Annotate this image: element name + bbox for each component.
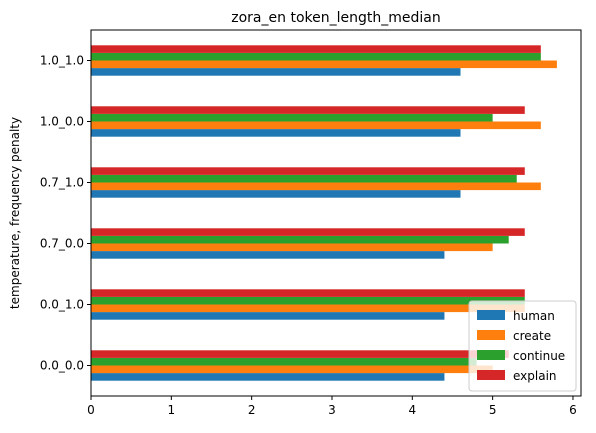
bar-create-1.0_1.0 xyxy=(91,60,557,69)
legend-swatch-continue xyxy=(477,350,505,360)
bar-explain-1.0_1.0 xyxy=(91,45,541,53)
bar-human-1.0_1.0 xyxy=(91,68,461,76)
legend-label-explain: explain xyxy=(513,369,557,383)
bar-create-1.0_0.0 xyxy=(91,121,541,130)
bar-create-0.7_0.0 xyxy=(91,243,493,252)
bar-create-0.0_0.0 xyxy=(91,365,493,374)
x-tick-label: 3 xyxy=(328,403,336,417)
y-tick-label: 0.7_0.0 xyxy=(40,237,84,251)
legend-swatch-create xyxy=(477,330,505,340)
x-tick-layer: 0 1 2 3 4 5 6 xyxy=(87,396,577,417)
bar-explain-0.7_0.0 xyxy=(91,228,525,236)
bar-human-0.0_0.0 xyxy=(91,373,445,381)
legend-label-continue: continue xyxy=(513,349,565,363)
x-tick-label: 2 xyxy=(248,403,256,417)
bar-create-0.7_1.0 xyxy=(91,182,541,191)
x-tick-label: 1 xyxy=(168,403,176,417)
bar-human-0.7_0.0 xyxy=(91,251,445,259)
legend-label-human: human xyxy=(513,309,555,323)
bar-human-1.0_0.0 xyxy=(91,129,461,137)
bar-explain-1.0_0.0 xyxy=(91,106,525,114)
bar-continue-0.7_1.0 xyxy=(91,174,517,183)
bar-human-0.0_1.0 xyxy=(91,312,445,320)
legend-box xyxy=(468,300,577,392)
y-axis-label: temperature, frequency penalty xyxy=(8,117,22,309)
legend-swatch-explain xyxy=(477,370,505,380)
y-tick-label: 0.0_1.0 xyxy=(40,298,84,312)
plot-frame xyxy=(90,29,582,397)
x-tick-label: 4 xyxy=(408,403,416,417)
legend: human create continue explain xyxy=(468,300,577,392)
bar-explain-0.7_1.0 xyxy=(91,167,525,175)
bars-layer xyxy=(91,45,557,381)
bar-continue-0.0_1.0 xyxy=(91,296,525,305)
x-tick-label: 0 xyxy=(87,403,95,417)
y-tick-label: 0.7_1.0 xyxy=(40,176,84,190)
bar-create-0.0_1.0 xyxy=(91,304,525,313)
x-tick-label: 5 xyxy=(489,403,497,417)
legend-swatch-human xyxy=(477,310,505,320)
y-tick-label: 1.0_0.0 xyxy=(40,115,84,129)
bar-continue-0.7_0.0 xyxy=(91,235,509,244)
x-tick-label: 6 xyxy=(569,403,577,417)
bar-continue-1.0_0.0 xyxy=(91,113,493,122)
chart-title: zora_en token_length_median xyxy=(231,10,440,26)
y-tick-label: 0.0_0.0 xyxy=(40,359,84,373)
bar-continue-0.0_0.0 xyxy=(91,357,477,366)
bar-explain-0.0_0.0 xyxy=(91,350,509,358)
legend-label-create: create xyxy=(513,329,551,343)
bar-explain-0.0_1.0 xyxy=(91,289,525,297)
y-tick-layer: 0.0_0.0 0.0_1.0 0.7_0.0 0.7_1.0 1.0_0.0 1.0_1… xyxy=(40,54,91,373)
bar-continue-1.0_1.0 xyxy=(91,52,541,61)
bar-human-0.7_1.0 xyxy=(91,190,461,198)
y-tick-label: 1.0_1.0 xyxy=(40,54,84,68)
